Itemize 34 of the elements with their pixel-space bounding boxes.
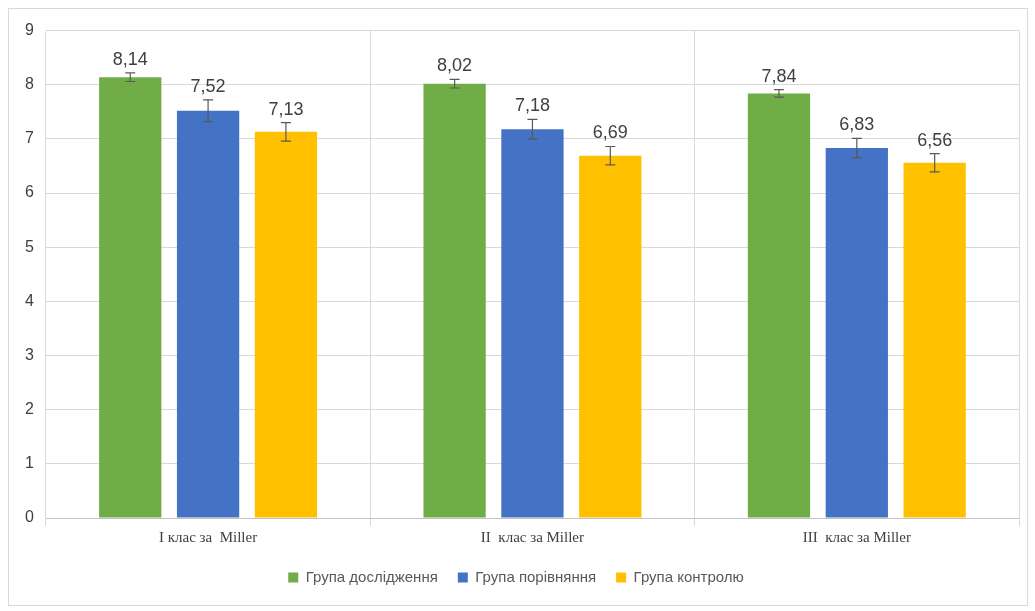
bar: [423, 83, 486, 518]
y-tick-label: 4: [24, 291, 34, 309]
data-label: 8,14: [112, 48, 148, 69]
data-label: 7,13: [268, 98, 304, 119]
y-tick-label: 3: [24, 345, 34, 363]
legend-label: Група порівняння: [475, 567, 597, 585]
legend-label: Група дослідження: [305, 567, 438, 585]
bar: [579, 155, 642, 518]
y-tick-label: 9: [24, 21, 34, 39]
bar: [176, 110, 240, 518]
y-tick-label: 8: [24, 75, 34, 93]
bar: [825, 148, 888, 518]
bar: [99, 77, 162, 518]
data-label: 6,56: [917, 129, 953, 150]
data-label: 6,69: [592, 122, 628, 143]
y-tick-label: 7: [24, 129, 34, 147]
y-tick-label: 2: [24, 400, 34, 418]
x-tick-label: III клас за Miller: [802, 528, 911, 545]
bar: [501, 129, 564, 518]
data-label: 8,02: [437, 55, 473, 76]
legend-label: Група контролю: [633, 567, 744, 585]
y-tick-label: 0: [24, 508, 34, 526]
bar: [747, 93, 811, 518]
data-label: 7,18: [514, 95, 550, 116]
data-label: 7,84: [761, 65, 797, 86]
data-label: 7,52: [190, 75, 226, 96]
y-tick-label: 1: [24, 454, 34, 472]
y-tick-label: 5: [24, 237, 34, 255]
bar: [903, 162, 966, 518]
x-tick-label: I клас за Miller: [159, 528, 258, 545]
x-tick-label: II клас за Miller: [480, 528, 585, 545]
data-label: 6,83: [839, 114, 875, 135]
bar: [254, 131, 318, 518]
y-tick-label: 6: [24, 183, 34, 201]
